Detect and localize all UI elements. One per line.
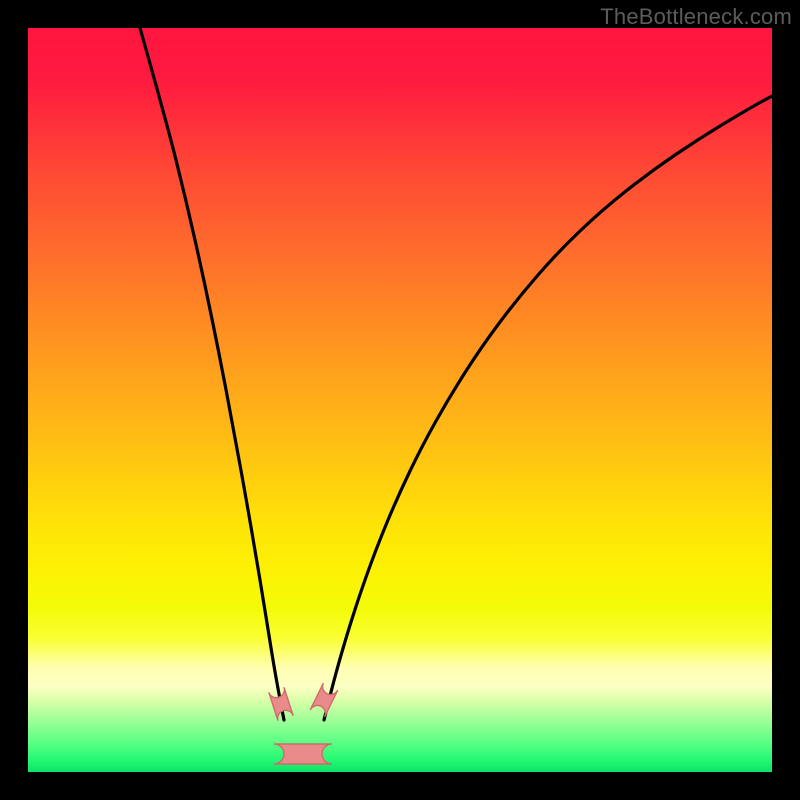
background-gradient — [28, 28, 772, 772]
chart-stage: TheBottleneck.com — [0, 0, 800, 800]
watermark-text: TheBottleneck.com — [600, 4, 792, 30]
